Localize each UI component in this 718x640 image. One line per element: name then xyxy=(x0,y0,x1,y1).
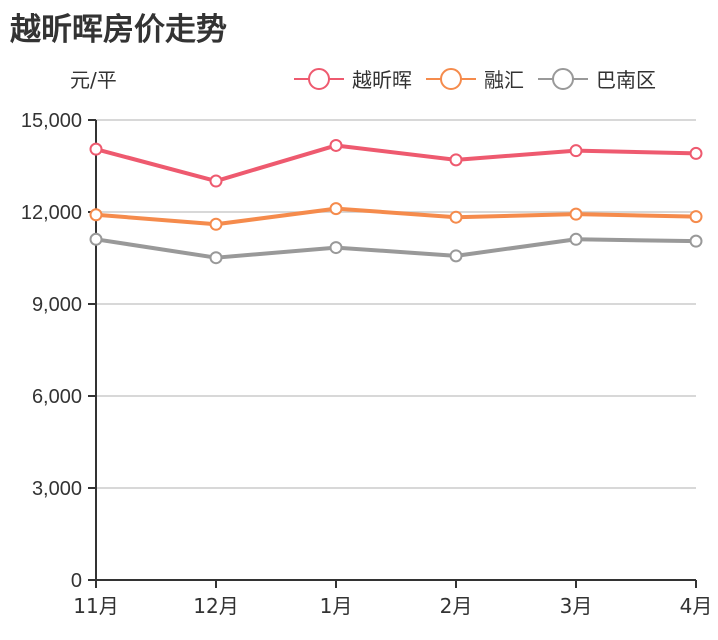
legend-item-ronghui[interactable]: 融汇 xyxy=(426,64,524,93)
data-point-marker[interactable] xyxy=(569,207,583,221)
y-axis: 0 3,000 6,000 9,000 12,000 15,000 xyxy=(21,110,97,592)
legend-line-circle-icon xyxy=(294,67,344,90)
data-point-marker[interactable] xyxy=(209,251,223,265)
legend-item-bananqu[interactable]: 巴南区 xyxy=(538,64,656,93)
grid-lines xyxy=(96,119,696,489)
y-tick-label: 3,000 xyxy=(32,478,82,500)
data-point-marker[interactable] xyxy=(89,232,103,246)
y-axis-unit-label: 元/平 xyxy=(70,68,117,92)
x-tick-label: 2月 xyxy=(440,594,473,618)
legend-item-yuexinhui[interactable]: 越昕晖 xyxy=(294,64,412,93)
data-point-marker[interactable] xyxy=(449,249,463,263)
data-point-marker[interactable] xyxy=(449,153,463,167)
data-point-marker[interactable] xyxy=(689,210,703,224)
x-tick-label: 4月 xyxy=(680,594,713,618)
series-融汇 xyxy=(89,202,703,231)
x-tick-label: 12月 xyxy=(193,594,238,618)
data-point-marker[interactable] xyxy=(209,174,223,188)
y-tick-label: 9,000 xyxy=(32,294,82,316)
legend: 越昕晖 融汇 巴南区 xyxy=(294,64,670,93)
x-tick-label: 1月 xyxy=(320,594,353,618)
legend-label: 融汇 xyxy=(484,68,524,92)
legend-label: 巴南区 xyxy=(596,68,656,92)
data-point-marker[interactable] xyxy=(689,146,703,160)
data-point-marker[interactable] xyxy=(689,234,703,248)
series-line xyxy=(95,237,697,260)
chart-title: 越昕晖房价走势 xyxy=(10,12,227,48)
data-point-marker[interactable] xyxy=(89,208,103,222)
series-line xyxy=(95,206,697,227)
data-point-marker[interactable] xyxy=(329,138,343,152)
data-point-marker[interactable] xyxy=(449,210,463,224)
legend-line-circle-icon xyxy=(426,67,476,90)
legend-line-circle-icon xyxy=(538,67,588,90)
y-tick-label: 12,000 xyxy=(21,202,82,224)
series-巴南区 xyxy=(89,232,703,265)
series-line xyxy=(95,143,697,184)
x-axis: 11月 12月 1月 2月 3月 4月 xyxy=(73,579,713,618)
series-越昕晖 xyxy=(89,138,703,188)
x-tick-label: 11月 xyxy=(73,594,118,618)
data-point-marker[interactable] xyxy=(89,142,103,156)
legend-label: 越昕晖 xyxy=(352,68,412,92)
x-tick-label: 3月 xyxy=(560,594,593,618)
data-point-marker[interactable] xyxy=(329,202,343,216)
y-tick-label: 6,000 xyxy=(32,386,82,408)
data-point-marker[interactable] xyxy=(329,241,343,255)
data-point-marker[interactable] xyxy=(209,217,223,231)
data-point-marker[interactable] xyxy=(569,144,583,158)
series-lines xyxy=(89,138,703,265)
y-tick-label: 0 xyxy=(71,570,82,592)
data-point-marker[interactable] xyxy=(569,232,583,246)
y-tick-label: 15,000 xyxy=(21,110,82,132)
